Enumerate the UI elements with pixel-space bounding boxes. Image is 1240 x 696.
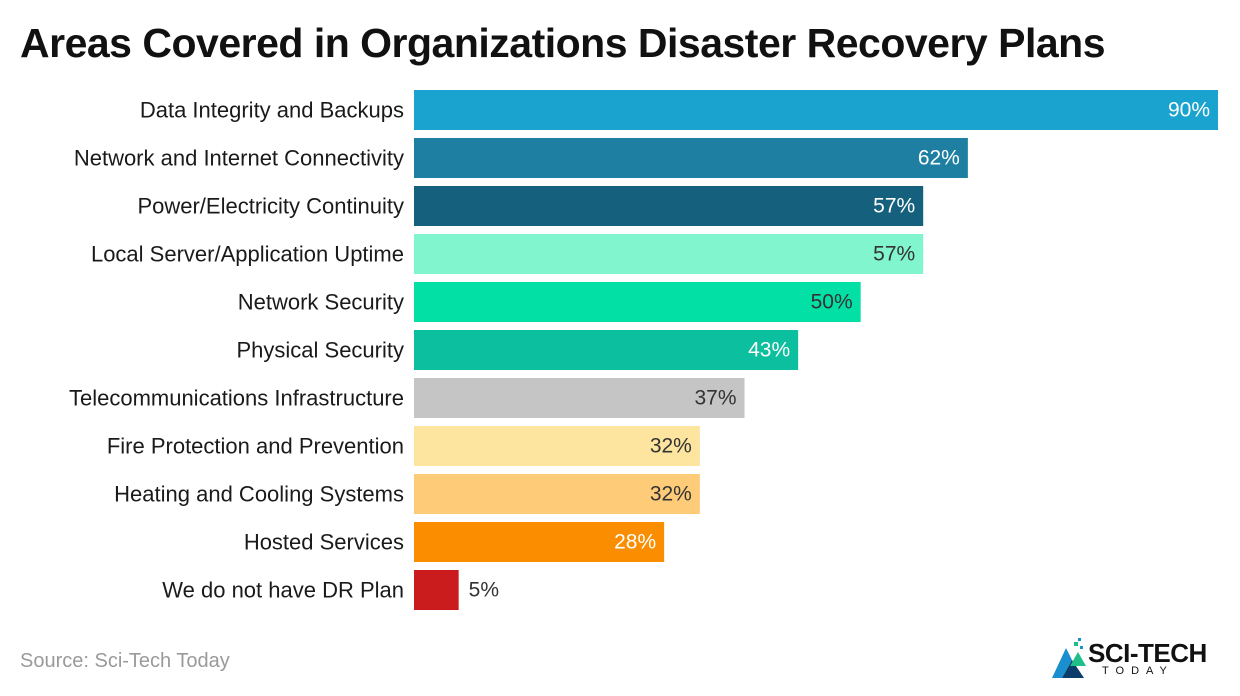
bar xyxy=(414,522,665,562)
value-label: 28% xyxy=(614,531,656,554)
bar xyxy=(414,330,799,370)
value-label: 37% xyxy=(695,387,737,410)
value-label: 62% xyxy=(918,147,960,170)
value-label: 32% xyxy=(650,483,692,506)
value-label: 32% xyxy=(650,435,692,458)
category-label: Power/Electricity Continuity xyxy=(137,194,404,219)
bar xyxy=(414,138,968,178)
value-label: 50% xyxy=(811,291,853,314)
bar xyxy=(414,426,700,466)
value-label: 5% xyxy=(469,579,499,602)
bar xyxy=(414,474,700,514)
logo-subtext: TODAY xyxy=(1102,665,1174,677)
sci-tech-today-logo: SCI-TECH TODAY xyxy=(1048,636,1228,682)
bar xyxy=(414,282,861,322)
value-label: 90% xyxy=(1168,99,1210,122)
category-label: Hosted Services xyxy=(244,530,404,555)
source-note: Source: Sci-Tech Today xyxy=(20,650,230,672)
bar xyxy=(414,90,1218,130)
bar-chart: Data Integrity and Backups 90% Network and… xyxy=(69,90,1218,610)
category-label: Heating and Cooling Systems xyxy=(114,482,404,507)
category-label: Local Server/Application Uptime xyxy=(91,242,404,267)
category-label: We do not have DR Plan xyxy=(162,578,404,603)
value-label: 43% xyxy=(748,339,790,362)
logo-wordmark: SCI-TECH xyxy=(1088,638,1207,668)
category-label: Telecommunications Infrastructure xyxy=(69,386,404,411)
bar xyxy=(414,234,924,274)
category-label: Data Integrity and Backups xyxy=(140,98,404,123)
logo-mark-icon xyxy=(1052,638,1086,678)
bar xyxy=(414,378,745,418)
category-label: Network and Internet Connectivity xyxy=(74,146,404,171)
chart-title: Areas Covered in Organizations Disaster … xyxy=(20,20,1106,66)
bar xyxy=(414,570,459,610)
category-label: Physical Security xyxy=(236,338,404,363)
value-label: 57% xyxy=(873,195,915,218)
category-label: Network Security xyxy=(238,290,404,315)
value-label: 57% xyxy=(873,243,915,266)
bar xyxy=(414,186,924,226)
category-label: Fire Protection and Prevention xyxy=(107,434,404,459)
